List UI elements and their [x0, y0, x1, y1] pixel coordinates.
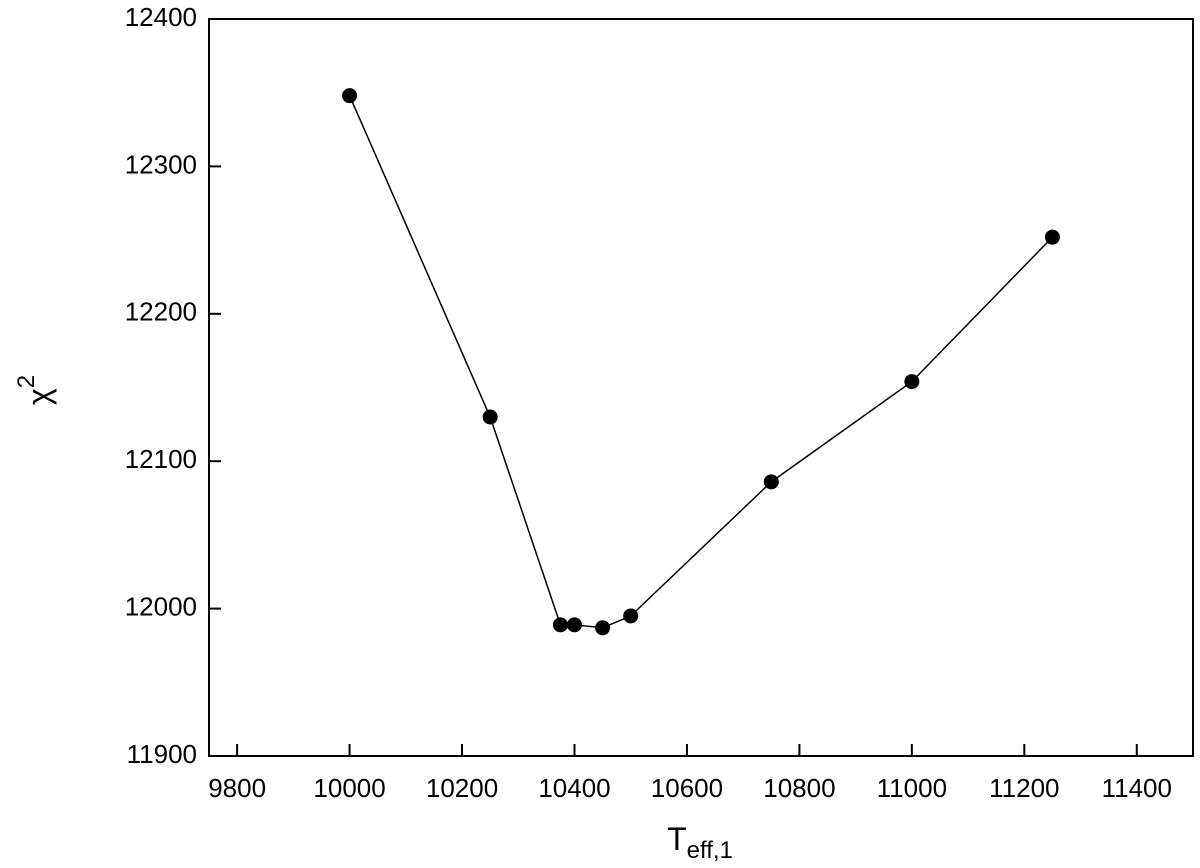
x-axis-label: Teff,1: [667, 821, 733, 864]
data-point: [763, 474, 779, 490]
y-axis-label: χ2: [13, 375, 57, 405]
y-label-sup: 2: [13, 375, 40, 388]
x-tick-label: 10600: [651, 773, 723, 803]
y-tick-label: 11900: [127, 739, 197, 769]
y-tick-label: 12400: [125, 2, 197, 32]
x-label-sub: eff,1: [687, 837, 733, 864]
x-tick-label: 9800: [208, 773, 266, 803]
data-point: [566, 617, 582, 633]
plot-frame: [208, 18, 1194, 757]
y-tick-label: 12000: [125, 591, 197, 621]
x-tick-label: 11400: [1102, 773, 1172, 803]
y-label-main: χ: [21, 388, 57, 405]
data-point: [1044, 229, 1060, 245]
x-tick-label: 10000: [313, 773, 385, 803]
data-point: [342, 88, 358, 104]
x-label-main: T: [667, 821, 687, 857]
series-line: [348, 95, 1053, 629]
x-tick-label: 10400: [538, 773, 610, 803]
data-point: [904, 374, 920, 390]
x-tick-label: 10800: [763, 773, 835, 803]
data-point: [623, 608, 639, 624]
data-point: [595, 620, 611, 636]
x-tick-label: 10200: [426, 773, 498, 803]
y-tick-label: 12300: [125, 149, 197, 179]
x-tick-label: 11000: [877, 773, 947, 803]
x-tick-label: 11200: [989, 773, 1059, 803]
data-point: [552, 617, 568, 633]
y-tick-label: 12200: [125, 297, 197, 327]
y-tick-label: 12100: [125, 444, 197, 474]
data-point: [482, 409, 498, 425]
